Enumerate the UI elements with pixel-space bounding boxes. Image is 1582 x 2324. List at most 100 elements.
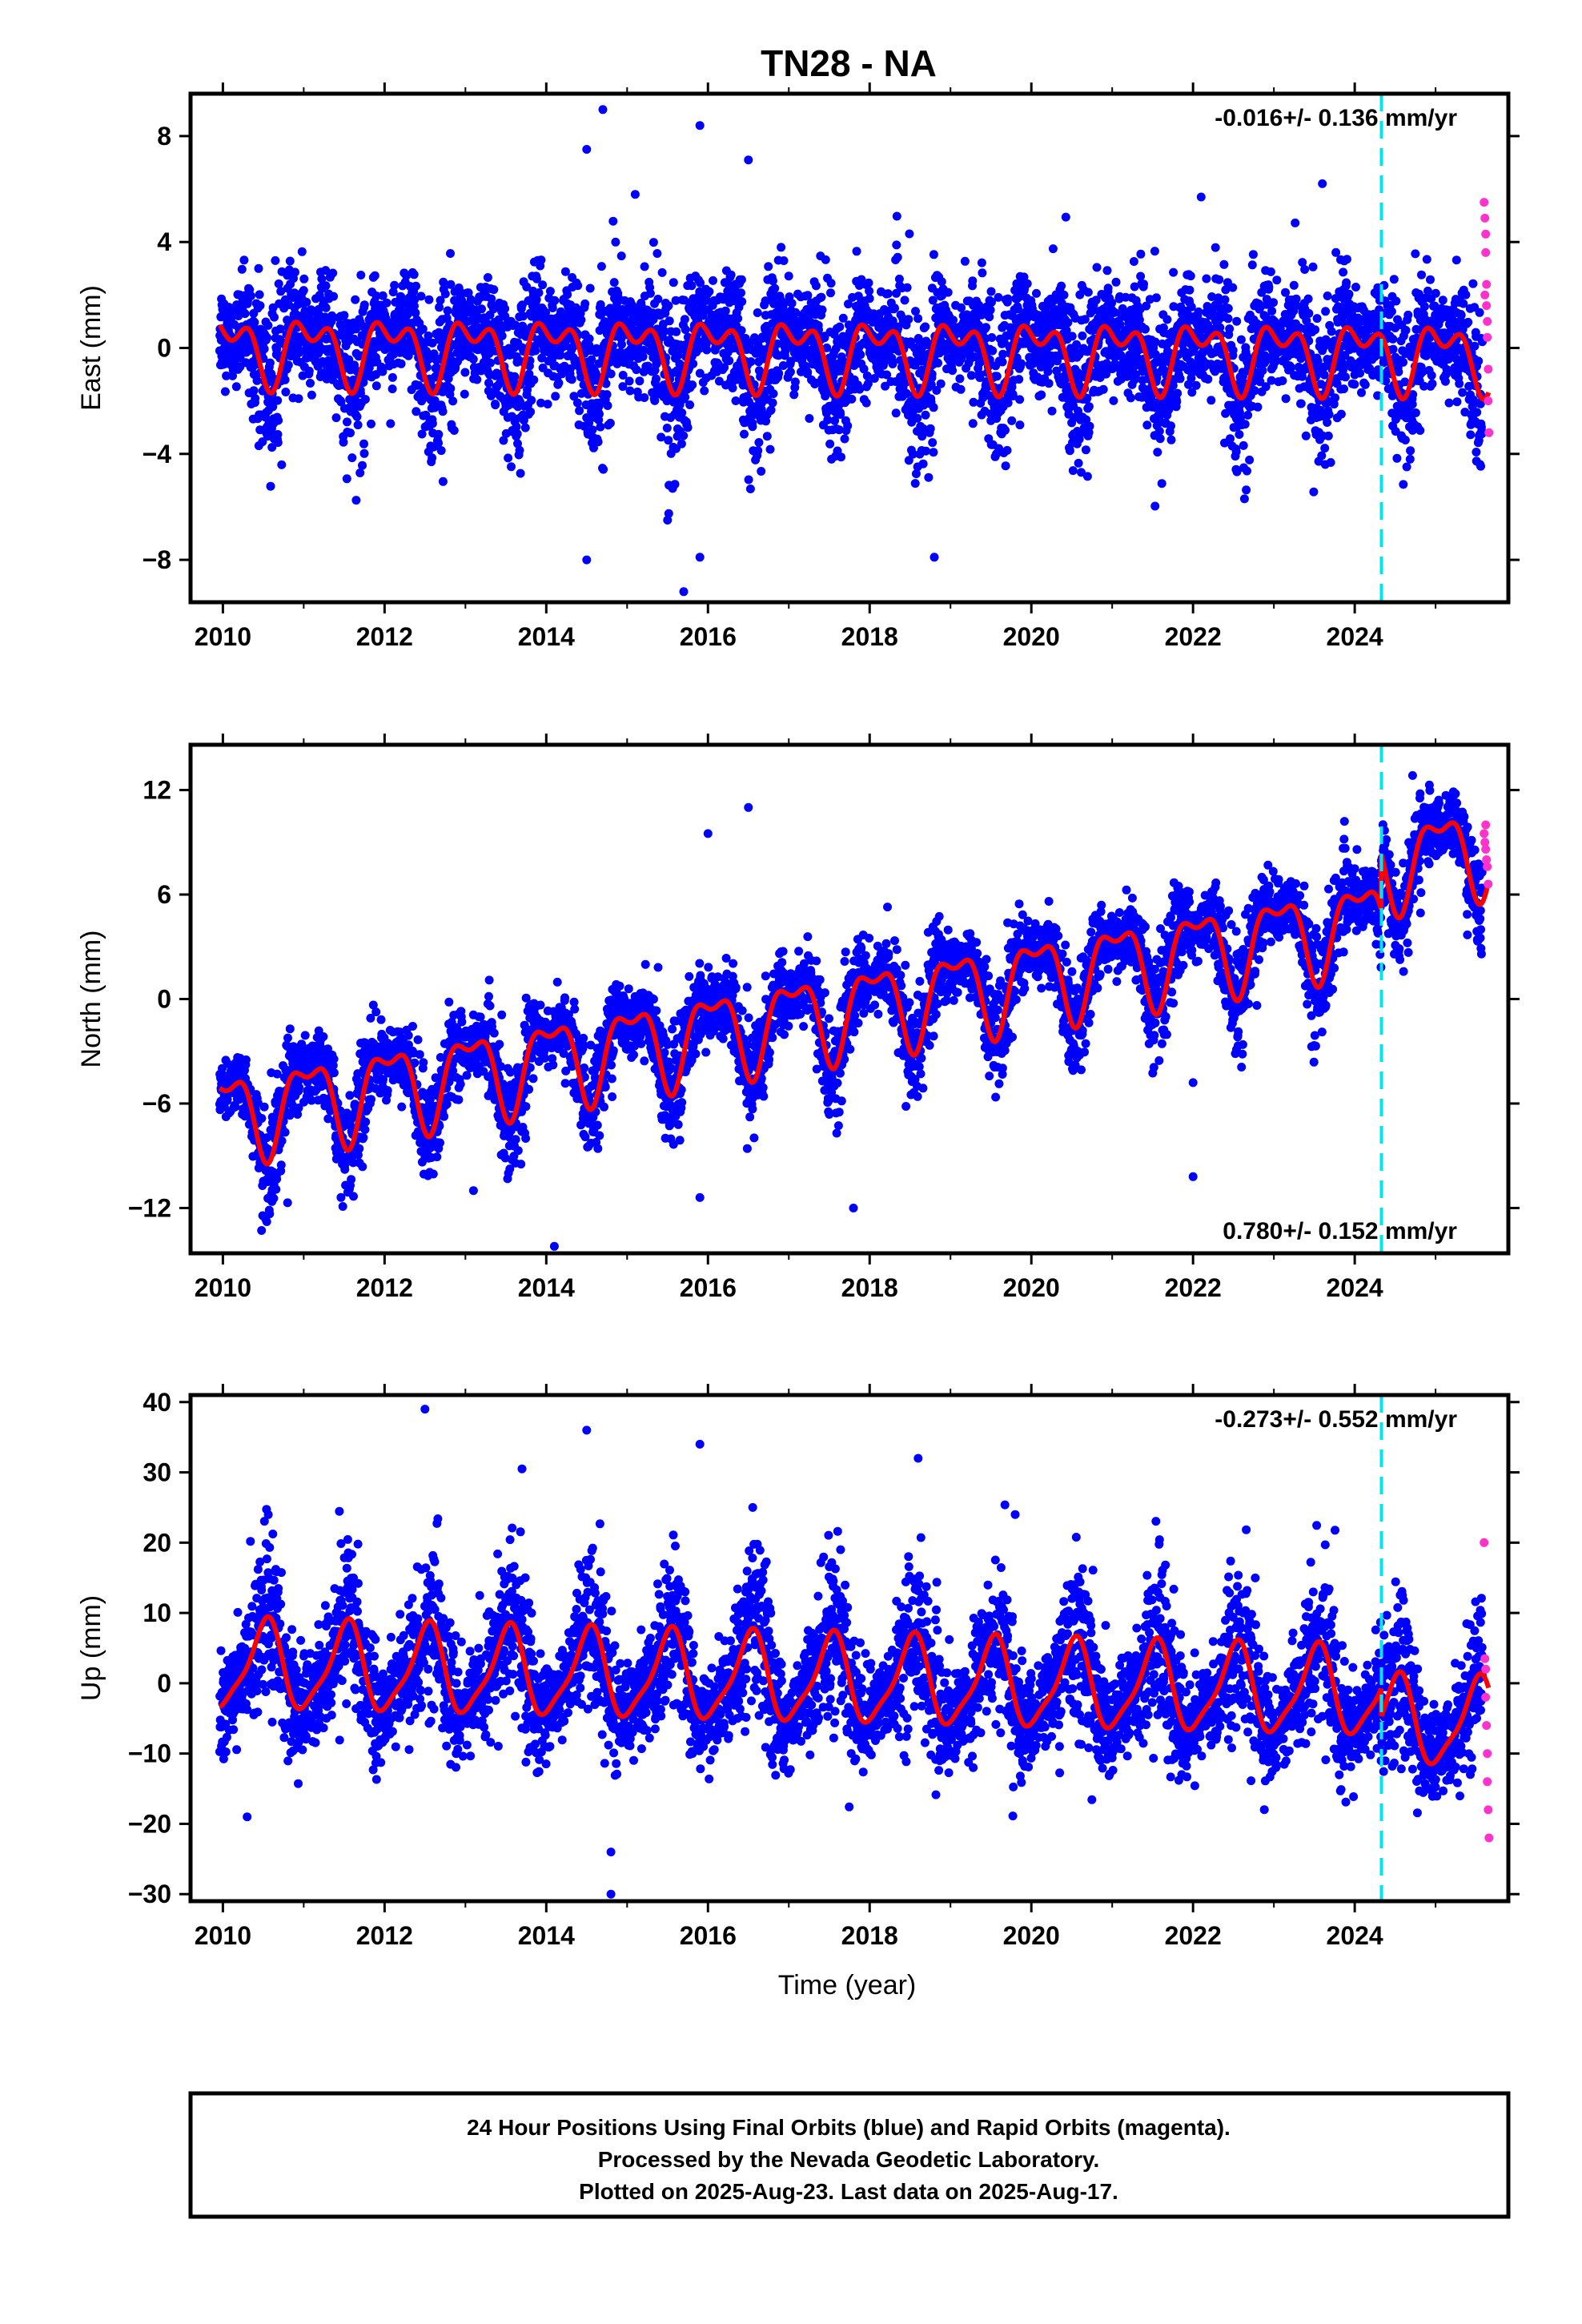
- data-point: [949, 316, 958, 325]
- data-point: [1472, 408, 1482, 417]
- outlier-point: [663, 516, 673, 525]
- data-point: [351, 295, 360, 304]
- data-point: [1456, 311, 1466, 320]
- data-point: [304, 366, 314, 376]
- data-point: [543, 400, 552, 409]
- x-tick-label: 2014: [518, 622, 575, 651]
- data-point: [826, 288, 835, 298]
- data-point: [412, 281, 420, 291]
- data-point: [596, 422, 605, 432]
- data-point: [371, 292, 381, 300]
- data-point: [1452, 255, 1461, 265]
- data-point: [685, 400, 695, 409]
- data-point: [948, 366, 958, 376]
- data-point: [1319, 370, 1329, 380]
- data-point: [1405, 454, 1415, 464]
- data-point: [1391, 296, 1401, 306]
- data-point: [822, 343, 832, 352]
- outlier-point: [695, 553, 705, 562]
- data-point: [255, 290, 264, 300]
- data-point: [904, 315, 913, 324]
- data-point: [844, 320, 853, 330]
- data-point: [1355, 368, 1365, 378]
- data-point: [1399, 480, 1408, 489]
- data-point: [1427, 371, 1436, 380]
- outlier-point: [744, 155, 753, 165]
- data-point: [861, 398, 871, 408]
- data-point: [1175, 374, 1185, 384]
- data-point: [672, 327, 681, 336]
- data-point: [1082, 472, 1092, 481]
- data-point: [998, 357, 1007, 367]
- data-point: [645, 288, 655, 298]
- data-point: [1126, 393, 1135, 403]
- data-point: [1228, 283, 1238, 292]
- data-point: [537, 353, 547, 363]
- data-point: [263, 320, 273, 330]
- data-point: [825, 439, 835, 448]
- data-point: [1014, 375, 1024, 384]
- data-point: [837, 452, 845, 462]
- data-point: [1154, 426, 1164, 436]
- x-tick-label: 2016: [680, 622, 737, 651]
- data-point: [1243, 466, 1251, 476]
- data-point: [928, 438, 938, 448]
- data-point: [460, 368, 470, 377]
- data-point: [1150, 247, 1159, 256]
- data-point: [1150, 501, 1160, 511]
- data-point: [1342, 255, 1351, 264]
- data-point: [765, 444, 775, 454]
- data-point: [1323, 292, 1332, 300]
- data-point: [774, 368, 784, 378]
- data-point: [869, 374, 879, 383]
- data-point: [1223, 304, 1233, 313]
- data-point: [436, 296, 445, 305]
- data-point: [737, 275, 746, 284]
- data-point: [714, 376, 724, 386]
- data-point: [1242, 485, 1251, 495]
- data-point: [387, 372, 397, 382]
- data-point: [569, 392, 579, 401]
- data-point: [811, 281, 821, 291]
- outlier-point: [630, 190, 640, 199]
- data-point: [918, 459, 928, 468]
- data-point: [753, 446, 763, 456]
- data-point: [956, 384, 966, 394]
- data-point: [409, 270, 419, 279]
- data-point: [1426, 275, 1435, 284]
- data-point: [638, 352, 648, 361]
- data-point: [801, 343, 809, 352]
- data-point: [1438, 296, 1447, 305]
- data-point: [1324, 410, 1334, 419]
- data-point: [1162, 315, 1172, 324]
- data-point: [1166, 435, 1176, 444]
- data-point: [789, 390, 799, 400]
- data-point: [1296, 399, 1306, 408]
- data-point: [1240, 420, 1250, 429]
- data-point: [1157, 479, 1166, 489]
- data-point: [778, 361, 788, 370]
- data-point: [1323, 431, 1333, 440]
- data-point: [1303, 294, 1313, 304]
- data-point: [835, 322, 845, 332]
- data-point: [830, 416, 840, 425]
- data-point: [928, 296, 938, 305]
- data-point: [1339, 267, 1348, 277]
- data-point: [601, 379, 611, 388]
- data-point: [331, 413, 341, 423]
- data-point: [670, 480, 680, 489]
- data-point: [532, 295, 541, 304]
- data-point: [359, 378, 368, 387]
- data-point: [531, 346, 540, 356]
- data-point: [635, 376, 644, 386]
- data-point: [1327, 327, 1336, 336]
- data-point: [436, 446, 446, 456]
- data-point: [252, 376, 262, 385]
- data-point: [1067, 332, 1077, 341]
- data-point: [917, 432, 927, 441]
- data-point: [270, 312, 279, 322]
- data-point: [662, 424, 672, 432]
- data-point: [864, 278, 873, 287]
- data-point: [520, 423, 530, 432]
- data-point: [639, 345, 648, 355]
